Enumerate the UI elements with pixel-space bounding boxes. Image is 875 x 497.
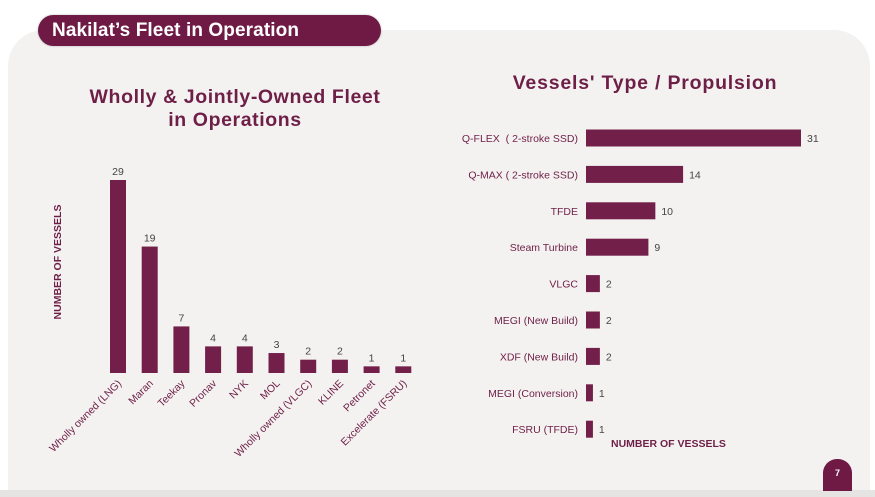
fleet-bar: [395, 366, 412, 373]
fleet-bar-value-label: 3: [274, 339, 280, 351]
vessel-type-bar: [586, 347, 600, 365]
vessel-type-x-axis-label: NUMBER OF VESSELS: [611, 438, 726, 450]
fleet-y-axis-label: NUMBER OF VESSELS: [52, 205, 64, 320]
fleet-chart-title-line-2: in Operations: [168, 109, 302, 131]
page-number-tab: 7: [823, 459, 852, 491]
fleet-bar: [268, 353, 285, 373]
vessel-type-bar-value-label: 10: [661, 206, 673, 218]
fleet-bar-value-label: 2: [337, 346, 343, 358]
page-number: 7: [834, 468, 840, 478]
fleet-bar-value-label: 2: [305, 346, 311, 358]
fleet-bar: [205, 346, 222, 373]
vessel-type-category-label: MEGI (New Build): [494, 315, 578, 327]
vessel-type-bar: [586, 202, 656, 220]
vessel-type-bar: [586, 311, 600, 329]
fleet-bar-value-label: 7: [178, 312, 184, 324]
vessel-type-bar: [586, 238, 649, 256]
vessel-type-bar-value-label: 31: [807, 133, 819, 145]
vessel-type-bar: [586, 275, 600, 293]
header-banner: Nakilat’s Fleet in Operation: [38, 15, 381, 46]
fleet-bar: [300, 359, 317, 373]
header-title: Nakilat’s Fleet in Operation: [52, 20, 300, 41]
vessel-type-bar: [586, 384, 593, 402]
vessel-type-chart-title: Vessels' Type / Propulsion: [512, 72, 778, 94]
vessel-type-category-label: VLGC: [549, 279, 578, 291]
vessel-type-category-label: FSRU (TFDE): [512, 424, 578, 436]
vessel-type-category-label: Q-FLEX ( 2-stroke SSD): [462, 133, 578, 145]
fleet-chart-title-line-1: Wholly & Jointly-Owned Fleet: [89, 86, 381, 108]
vessel-type-bar-value-label: 1: [599, 424, 605, 436]
fleet-bar-value-label: 19: [144, 233, 156, 245]
vessel-type-bar: [586, 420, 593, 438]
fleet-chart-title: Wholly & Jointly-Owned Fleet in Operatio…: [60, 86, 410, 132]
vessel-type-bar-value-label: 1: [599, 388, 605, 400]
vessel-type-bar-value-label: 9: [654, 242, 660, 254]
fleet-bar: [363, 366, 380, 373]
fleet-bar-value-label: 1: [369, 352, 375, 364]
fleet-bar: [236, 346, 253, 373]
vessel-type-bar: [586, 165, 684, 183]
vessel-type-category-label: Steam Turbine: [510, 242, 578, 254]
vessel-type-bar-value-label: 2: [606, 279, 612, 291]
vessel-type-bar-value-label: 14: [689, 169, 701, 181]
vessel-type-category-label: XDF (New Build): [500, 351, 578, 363]
vessel-type-category-label: TFDE: [551, 206, 578, 218]
fleet-bar: [141, 246, 158, 373]
fleet-bar: [331, 359, 348, 373]
vessel-type-category-label: MEGI (Conversion): [488, 388, 578, 400]
vessel-type-category-label: Q-MAX ( 2-stroke SSD): [468, 169, 578, 181]
vessel-type-bar-value-label: 2: [606, 315, 612, 327]
bottom-strip: [0, 490, 875, 497]
vessel-type-bar: [586, 129, 801, 147]
vessel-type-bar-value-label: 2: [606, 351, 612, 363]
fleet-bar: [173, 326, 190, 373]
fleet-bar-value-label: 4: [210, 332, 216, 344]
fleet-bar-value-label: 4: [242, 332, 248, 344]
fleet-bar-value-label: 29: [112, 166, 124, 178]
fleet-bar: [110, 180, 126, 373]
fleet-bar-value-label: 1: [400, 352, 406, 364]
